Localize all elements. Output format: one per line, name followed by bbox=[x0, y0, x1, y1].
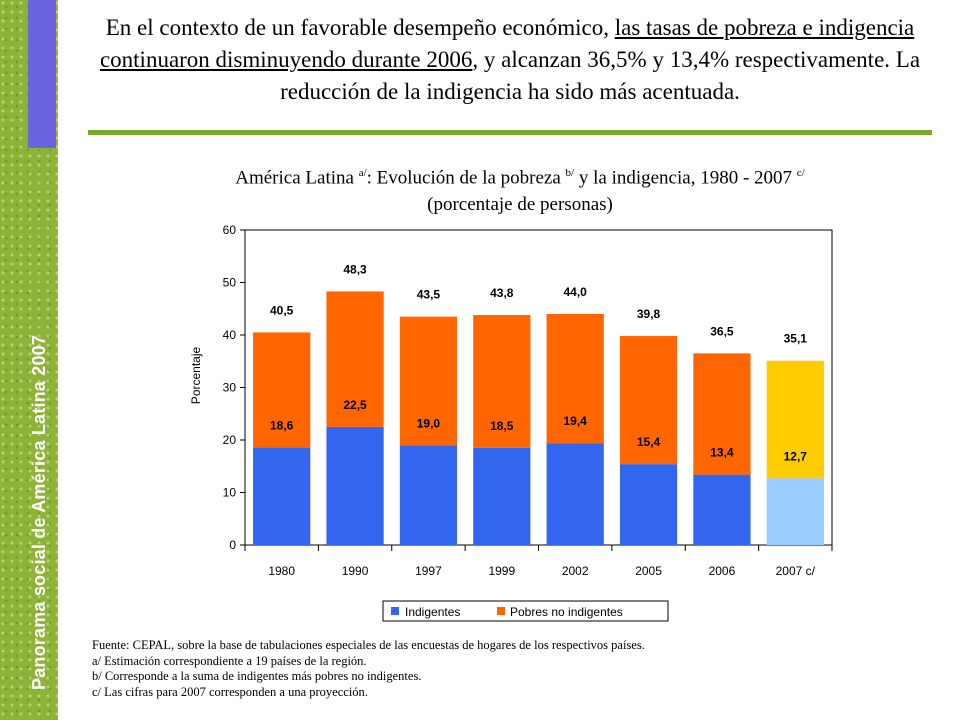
indigent-data-label: 15,4 bbox=[637, 435, 661, 449]
total-data-label: 39,8 bbox=[637, 307, 661, 321]
indigent-data-label: 19,4 bbox=[564, 414, 588, 428]
bar-indigentes bbox=[546, 443, 604, 545]
y-tick-label: 0 bbox=[229, 538, 236, 552]
chart-title-rest: y la indigencia, 1980 - 2007 bbox=[574, 167, 797, 189]
indigent-data-label: 18,6 bbox=[270, 418, 294, 432]
x-tick-label: 2002 bbox=[562, 564, 589, 578]
legend-box bbox=[382, 600, 669, 622]
y-tick-label: 10 bbox=[223, 486, 237, 500]
total-data-label: 44,0 bbox=[564, 285, 588, 299]
y-tick-label: 20 bbox=[223, 433, 237, 447]
x-tick-label: 2007 c/ bbox=[776, 564, 816, 578]
legend-label-pobres: Pobres no indigentes bbox=[510, 605, 623, 619]
legend-swatch-indigentes bbox=[391, 607, 399, 615]
chart-title-sup-a: a/ bbox=[358, 167, 367, 179]
bar-pobres-no-indigentes bbox=[399, 316, 458, 446]
bar-pobres-no-indigentes bbox=[326, 291, 384, 427]
x-tick-label: 2005 bbox=[635, 564, 662, 578]
bar-pobres-no-indigentes bbox=[473, 315, 531, 448]
chart-title-mid: : Evolución de la pobreza bbox=[366, 167, 566, 189]
legend-label-indigentes: Indigentes bbox=[405, 605, 460, 619]
total-data-label: 36,5 bbox=[710, 324, 734, 338]
footnote-a: a/ Estimación correspondiente a 19 paíse… bbox=[92, 653, 367, 668]
bar-pobres-no-indigentes bbox=[253, 332, 311, 448]
headline-part1: En el contexto de un favorable desempeño… bbox=[105, 15, 615, 40]
y-tick-label: 40 bbox=[223, 328, 237, 342]
slide-headline: En el contexto de un favorable desempeño… bbox=[80, 12, 940, 108]
indigent-data-label: 13,4 bbox=[710, 446, 734, 460]
headline-part2: , y alcanzan 36,5% y 13,4% respectivamen… bbox=[280, 47, 921, 104]
x-tick-label: 2006 bbox=[709, 564, 736, 578]
y-tick-label: 50 bbox=[223, 276, 237, 290]
indigent-data-label: 12,7 bbox=[784, 449, 808, 463]
indigent-data-label: 22,5 bbox=[343, 398, 367, 412]
legend-swatch-pobres bbox=[497, 607, 505, 615]
chart-title-sup-b: b/ bbox=[565, 167, 575, 179]
x-tick-label: 1997 bbox=[415, 564, 442, 578]
bar-pobres-no-indigentes bbox=[619, 336, 678, 465]
total-data-label: 43,5 bbox=[417, 288, 441, 302]
bar-indigentes bbox=[253, 447, 311, 545]
bar-pobres-no-indigentes bbox=[546, 314, 604, 444]
footnotes: Fuente: CEPAL, sobre la base de tabulaci… bbox=[92, 638, 645, 700]
bar-indigentes bbox=[766, 478, 824, 545]
x-tick-label: 1990 bbox=[342, 564, 369, 578]
bar-indigentes bbox=[326, 426, 384, 545]
x-tick-label: 1980 bbox=[268, 564, 295, 578]
bar-indigentes bbox=[693, 474, 751, 545]
bar-indigentes bbox=[399, 445, 458, 545]
sidebar-band: Panorama social de América Latina 2007 bbox=[0, 0, 58, 720]
indigent-data-label: 19,0 bbox=[417, 416, 441, 430]
indigent-data-label: 18,5 bbox=[490, 419, 514, 433]
x-tick-label: 1999 bbox=[488, 564, 515, 578]
bar-pobres-no-indigentes bbox=[766, 360, 824, 479]
bar-pobres-no-indigentes bbox=[693, 353, 751, 475]
y-axis-label: Porcentaje bbox=[189, 346, 203, 404]
sidebar-accent-block bbox=[28, 0, 56, 148]
headline-underlined: las tasas de pobreza e indigencia contin… bbox=[99, 15, 915, 72]
chart-title-sup-c: c/ bbox=[796, 167, 805, 179]
headline-divider bbox=[88, 130, 932, 135]
footnote-c: c/ Las cifras para 2007 corresponden a u… bbox=[92, 684, 368, 699]
total-data-label: 43,8 bbox=[490, 286, 514, 300]
footnote-b: b/ Corresponde a la suma de indigentes m… bbox=[92, 669, 422, 683]
chart-title: América Latina a/: Evolución de la pobre… bbox=[120, 160, 920, 218]
total-data-label: 48,3 bbox=[343, 262, 367, 276]
total-data-label: 40,5 bbox=[270, 303, 294, 317]
bar-indigentes bbox=[473, 447, 531, 545]
y-tick-label: 30 bbox=[223, 381, 237, 395]
chart-subtitle: (porcentaje de personas) bbox=[427, 194, 613, 216]
chart-title-main: América Latina bbox=[235, 167, 359, 189]
total-data-label: 35,1 bbox=[784, 332, 808, 346]
bar-indigentes bbox=[619, 464, 678, 545]
footnote-source: Fuente: CEPAL, sobre la base de tabulaci… bbox=[92, 638, 645, 652]
y-tick-label: 60 bbox=[223, 223, 237, 237]
